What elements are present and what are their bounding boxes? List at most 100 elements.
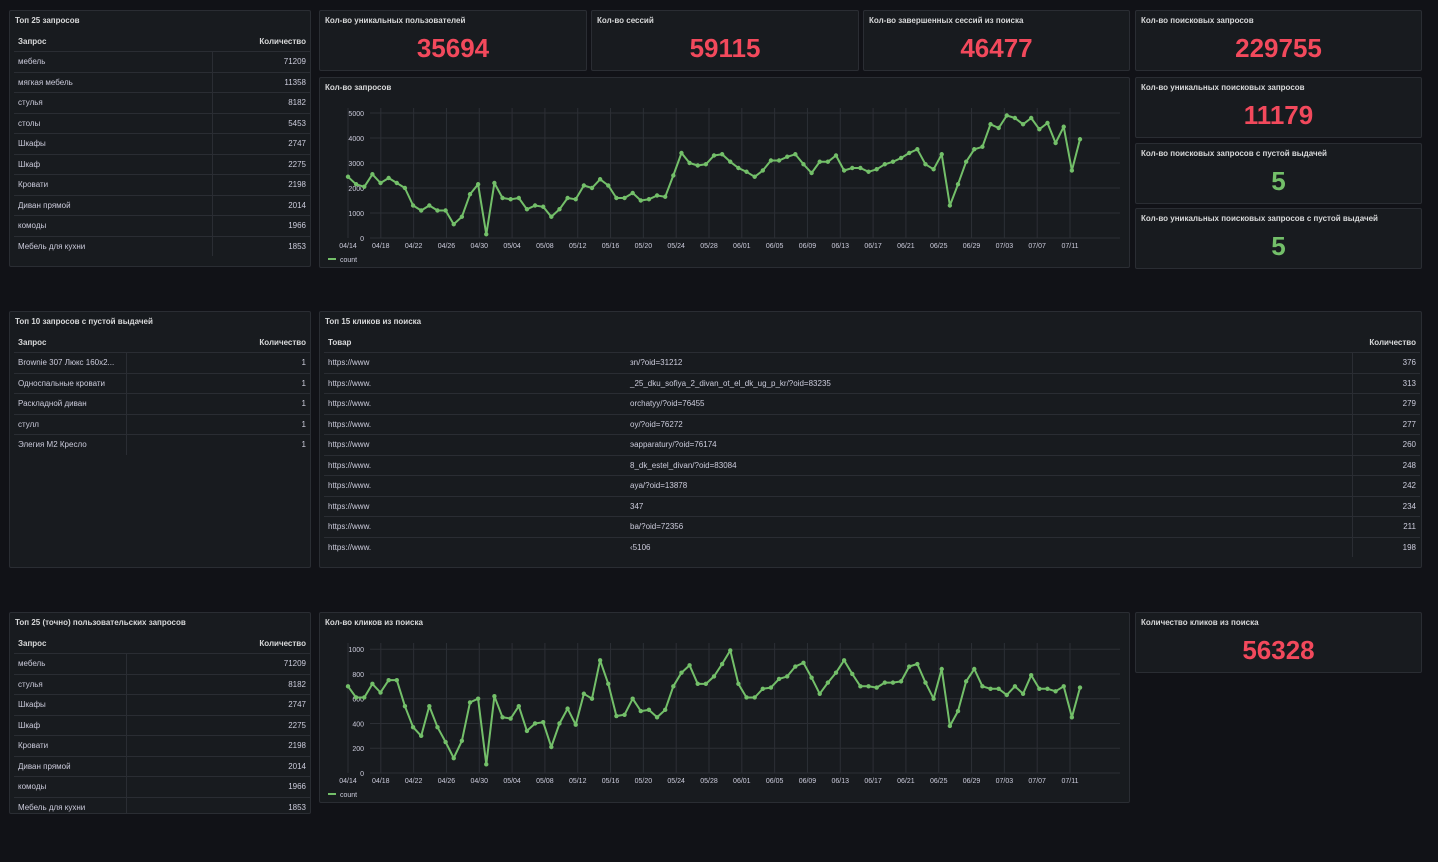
data-point[interactable] — [841, 658, 847, 663]
data-point[interactable] — [378, 180, 383, 186]
data-point[interactable] — [638, 198, 643, 203]
data-point[interactable] — [728, 159, 733, 164]
data-point[interactable] — [736, 681, 741, 687]
data-point[interactable] — [1053, 689, 1058, 694]
data-point[interactable] — [939, 152, 944, 157]
data-point[interactable] — [850, 165, 855, 171]
product-url-cell[interactable]: https://www. ba/?oid=72356 — [324, 516, 1353, 537]
data-point[interactable] — [972, 666, 977, 672]
data-point[interactable] — [532, 721, 538, 726]
data-point[interactable] — [394, 677, 399, 683]
table-row[interactable]: Brownie 307 Люкс 160х2... 1 — [14, 352, 310, 373]
data-point[interactable] — [419, 208, 424, 213]
data-point[interactable] — [410, 724, 416, 730]
col-count[interactable]: Количество — [259, 36, 306, 46]
data-point[interactable] — [427, 703, 432, 709]
table-row[interactable]: Диван прямой 2014 — [14, 755, 310, 777]
data-point[interactable] — [719, 152, 725, 157]
table-row[interactable]: https://www. oy/?oid=76272 277 — [324, 413, 1420, 435]
data-point[interactable] — [1045, 120, 1050, 126]
data-point[interactable] — [500, 715, 505, 720]
data-point[interactable] — [931, 167, 936, 172]
data-point[interactable] — [687, 663, 692, 668]
data-point[interactable] — [890, 680, 896, 685]
data-point[interactable] — [1029, 672, 1034, 678]
data-point[interactable] — [801, 162, 806, 167]
data-point[interactable] — [475, 696, 481, 701]
data-point[interactable] — [980, 684, 985, 689]
data-point[interactable] — [679, 150, 684, 156]
table-row[interactable]: стулья 8182 — [14, 673, 310, 695]
table-row[interactable]: стулья 8182 — [14, 92, 310, 113]
data-point[interactable] — [817, 691, 822, 696]
data-point[interactable] — [532, 203, 538, 208]
table-row[interactable]: https://www. _25_dku_sofiya_2_divan_ot_el… — [324, 372, 1420, 394]
data-point[interactable] — [760, 168, 765, 173]
data-point[interactable] — [988, 122, 993, 127]
data-point[interactable] — [695, 681, 700, 687]
data-point[interactable] — [858, 684, 863, 689]
data-point[interactable] — [817, 159, 822, 164]
data-point[interactable] — [573, 197, 578, 202]
data-point[interactable] — [752, 695, 757, 700]
legend-label[interactable]: count — [340, 257, 357, 264]
data-point[interactable] — [1012, 684, 1018, 689]
data-point[interactable] — [776, 676, 782, 682]
data-point[interactable] — [581, 183, 587, 188]
data-point[interactable] — [711, 674, 717, 679]
data-point[interactable] — [947, 203, 953, 208]
data-point[interactable] — [972, 147, 977, 152]
data-point[interactable] — [362, 695, 367, 700]
data-point[interactable] — [353, 182, 359, 187]
data-point[interactable] — [581, 691, 587, 696]
data-point[interactable] — [484, 232, 489, 237]
table-row[interactable]: Элегия М2 Кресло 1 — [14, 434, 310, 455]
data-point[interactable] — [451, 755, 456, 761]
table-row[interactable]: https://www зn/?oid=31212 376 — [324, 352, 1420, 373]
product-url-cell[interactable]: https://www. 8_dk_estel_divan/?oid=83084 — [324, 454, 1353, 476]
data-point[interactable] — [524, 207, 530, 212]
data-point[interactable] — [931, 696, 936, 701]
data-point[interactable] — [630, 696, 635, 701]
data-point[interactable] — [785, 674, 790, 679]
data-point[interactable] — [825, 680, 831, 685]
data-point[interactable] — [915, 147, 920, 152]
data-point[interactable] — [419, 733, 424, 739]
table-row[interactable]: Мебель для кухни 1853 — [14, 796, 310, 813]
data-point[interactable] — [923, 162, 928, 167]
product-url-cell[interactable]: https://www. oy/?oid=76272 — [324, 413, 1353, 435]
table-row[interactable]: https://www эapparatury/?oid=76174 260 — [324, 434, 1420, 455]
table-row[interactable]: Мебель для кухни 1853 — [14, 235, 310, 256]
data-point[interactable] — [549, 744, 554, 750]
table-row[interactable]: Кровати 2198 — [14, 735, 310, 756]
data-point[interactable] — [516, 703, 521, 709]
data-point[interactable] — [1037, 686, 1042, 692]
data-point[interactable] — [1045, 686, 1050, 692]
data-point[interactable] — [890, 159, 896, 164]
data-point[interactable] — [1004, 113, 1009, 118]
table-row[interactable]: https://www. aya/?oid=13878 242 — [324, 475, 1420, 496]
data-point[interactable] — [663, 194, 668, 199]
data-point[interactable] — [1077, 137, 1083, 142]
data-point[interactable] — [1029, 115, 1034, 121]
data-point[interactable] — [475, 182, 481, 187]
data-point[interactable] — [597, 658, 603, 663]
data-point[interactable] — [825, 159, 831, 164]
data-point[interactable] — [801, 660, 806, 666]
col-count[interactable]: Количество — [259, 638, 306, 648]
data-point[interactable] — [768, 685, 774, 690]
data-point[interactable] — [597, 177, 603, 182]
data-point[interactable] — [484, 762, 489, 767]
data-point[interactable] — [671, 173, 676, 178]
data-point[interactable] — [386, 175, 391, 181]
data-point[interactable] — [549, 214, 554, 219]
data-point[interactable] — [744, 169, 749, 174]
data-point[interactable] — [793, 152, 798, 157]
data-point[interactable] — [671, 684, 676, 689]
table-row[interactable]: Шкаф 2275 — [14, 714, 310, 736]
data-point[interactable] — [882, 680, 887, 685]
product-url-cell[interactable]: https://www зn/?oid=31212 — [324, 352, 1353, 373]
col-product[interactable]: Товар — [328, 337, 352, 347]
data-point[interactable] — [402, 703, 408, 709]
data-point[interactable] — [573, 722, 578, 727]
